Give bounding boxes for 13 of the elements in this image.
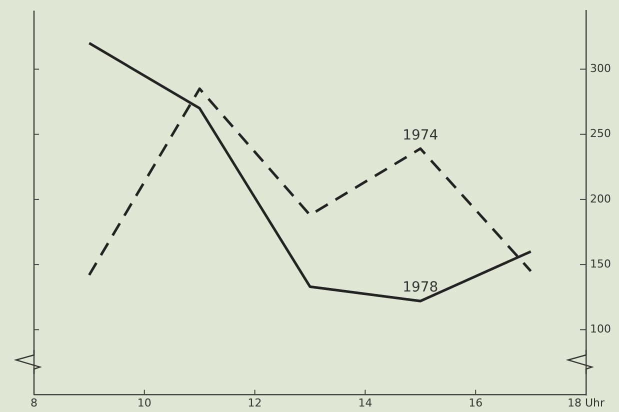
y-tick-label: 250 xyxy=(590,127,612,140)
x-tick-label: 14 xyxy=(358,396,372,410)
x-tick-label: 10 xyxy=(137,396,152,410)
y-tick-label: 150 xyxy=(590,257,612,270)
y-tick-label: 100 xyxy=(590,322,612,336)
x-tick-label: 18 Uhr xyxy=(567,396,605,410)
y-tick-label: 300 xyxy=(590,62,612,76)
x-tick-label: 12 xyxy=(248,396,262,410)
x-tick-label: 16 xyxy=(468,396,483,410)
x-tick-label: 8 xyxy=(30,396,38,410)
annotation: 1974 xyxy=(402,127,438,144)
y-tick-label: 200 xyxy=(590,192,612,206)
annotation: 1978 xyxy=(402,280,438,296)
